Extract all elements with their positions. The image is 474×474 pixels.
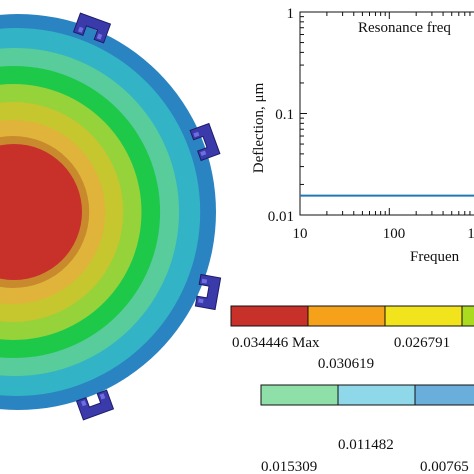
legend-label-0-026791: 0.026791	[394, 335, 450, 351]
mounting-bracket-2	[189, 122, 221, 162]
plot-frame	[299, 11, 474, 216]
mounting-brackets	[72, 12, 222, 421]
x-tick-label-100: 100	[383, 226, 406, 242]
x-tick-label-1000: 1	[467, 226, 474, 242]
legend-row-1-swatch-3	[384, 305, 463, 327]
legend-row-2-swatch-1	[260, 384, 339, 406]
y-tick-label-1: 1	[287, 6, 295, 22]
y-tick-label-0-1: 0.1	[275, 107, 294, 123]
legend-row-2-swatches	[260, 384, 474, 406]
y-tick-label-0-01: 0.01	[268, 209, 294, 225]
x-axis-label: Frequen	[410, 249, 460, 265]
x-minor-ticks	[299, 12, 471, 215]
legend-label-0-015309: 0.015309	[261, 459, 317, 474]
y-axis-label: Deflection, μm	[251, 82, 267, 173]
y-minor-ticks	[300, 16, 307, 216]
color-legend-row-2: 0.011482 0.015309 0.00765	[260, 384, 474, 474]
legend-row-1-swatch-4	[461, 305, 474, 327]
legend-row-1-swatch-1	[230, 305, 309, 327]
frequency-response-plot: 1 0.1 0.01 10 100 1 Frequen Deflection, …	[251, 6, 474, 265]
x-tick-label-10: 10	[293, 226, 308, 242]
mounting-bracket-4	[75, 389, 115, 421]
mounting-bracket-1	[72, 12, 112, 44]
contour-core	[0, 144, 82, 280]
mounting-bracket-3	[194, 273, 222, 311]
legend-label-0-030619: 0.030619	[318, 356, 374, 372]
plot-annotation: Resonance freq	[358, 20, 451, 36]
legend-row-2-swatch-2	[337, 384, 416, 406]
legend-label-max: 0.034446 Max	[232, 335, 320, 351]
color-legend-row-1: 0.034446 Max 0.030619 0.026791	[230, 305, 474, 372]
legend-row-2-swatch-3	[414, 384, 474, 406]
legend-label-0-00765: 0.00765	[420, 459, 469, 474]
contour-disk	[0, 14, 216, 410]
legend-row-1-swatches	[230, 305, 474, 327]
legend-row-1-swatch-2	[307, 305, 386, 327]
legend-label-0-011482: 0.011482	[338, 437, 394, 453]
